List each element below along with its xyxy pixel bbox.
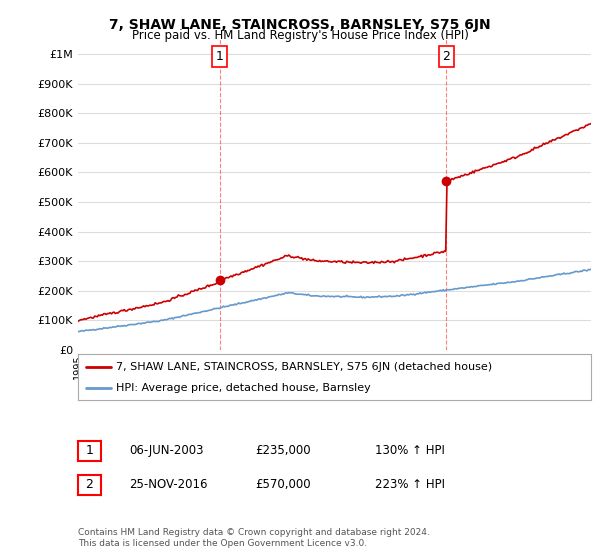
Text: 2: 2	[85, 478, 94, 492]
Text: 1: 1	[216, 50, 224, 63]
Text: 7, SHAW LANE, STAINCROSS, BARNSLEY, S75 6JN (detached house): 7, SHAW LANE, STAINCROSS, BARNSLEY, S75 …	[116, 362, 493, 372]
Text: 25-NOV-2016: 25-NOV-2016	[129, 478, 208, 491]
Text: HPI: Average price, detached house, Barnsley: HPI: Average price, detached house, Barn…	[116, 383, 371, 393]
Text: 06-JUN-2003: 06-JUN-2003	[129, 444, 203, 457]
Text: Price paid vs. HM Land Registry's House Price Index (HPI): Price paid vs. HM Land Registry's House …	[131, 29, 469, 42]
Text: 223% ↑ HPI: 223% ↑ HPI	[375, 478, 445, 491]
Text: £570,000: £570,000	[255, 478, 311, 491]
Text: £235,000: £235,000	[255, 444, 311, 457]
Text: 2: 2	[442, 50, 450, 63]
Text: Contains HM Land Registry data © Crown copyright and database right 2024.
This d: Contains HM Land Registry data © Crown c…	[78, 528, 430, 548]
Text: 7, SHAW LANE, STAINCROSS, BARNSLEY, S75 6JN: 7, SHAW LANE, STAINCROSS, BARNSLEY, S75 …	[109, 18, 491, 32]
Text: 130% ↑ HPI: 130% ↑ HPI	[375, 444, 445, 457]
Text: 1: 1	[85, 444, 94, 458]
